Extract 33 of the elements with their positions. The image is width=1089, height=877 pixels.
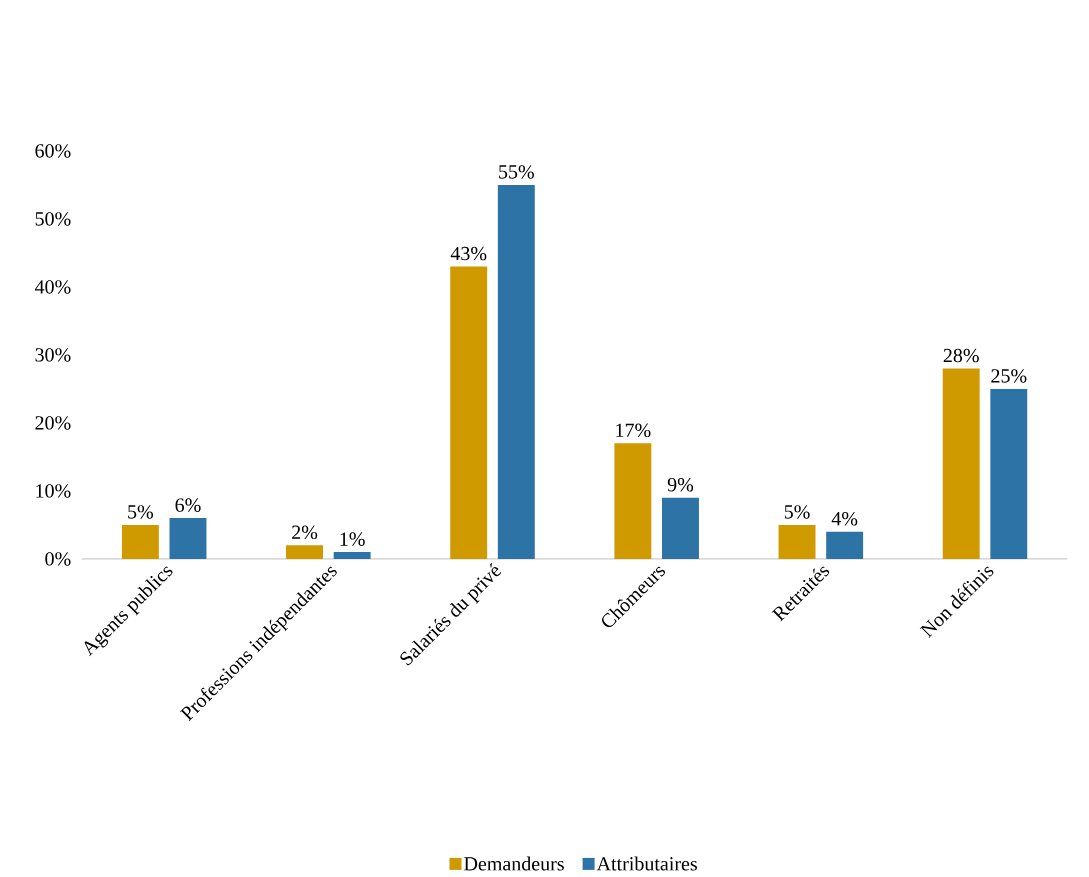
data-label: 2% xyxy=(292,525,318,539)
legend-label: Attributaires xyxy=(596,856,697,871)
data-label: 55% xyxy=(499,164,534,179)
data-label: 9% xyxy=(667,477,694,492)
data-label: 5% xyxy=(784,504,810,519)
y-tick-label: 20% xyxy=(35,415,71,430)
bar xyxy=(990,388,1028,559)
data-label: 25% xyxy=(991,368,1027,383)
data-label: 28% xyxy=(943,348,979,363)
bar xyxy=(942,368,980,559)
bar xyxy=(614,443,652,559)
data-label: 4% xyxy=(831,511,858,526)
data-label: 1% xyxy=(340,532,365,546)
bar xyxy=(333,551,371,559)
y-tick-label: 60% xyxy=(35,143,71,158)
y-tick-label: 0% xyxy=(45,551,71,566)
y-tick-label: 50% xyxy=(35,211,71,226)
bar xyxy=(450,266,488,559)
y-tick-label: 40% xyxy=(34,279,71,294)
bar xyxy=(286,545,323,559)
bar xyxy=(497,184,535,559)
data-label: 17% xyxy=(616,423,651,437)
bar xyxy=(778,524,816,559)
y-tick-label: 10% xyxy=(36,483,71,498)
legend-label: Demandeurs xyxy=(464,856,564,871)
bar xyxy=(662,497,699,559)
data-label: 43% xyxy=(450,246,487,261)
data-label: 6% xyxy=(175,498,201,512)
bar xyxy=(169,517,207,559)
y-tick-label: 30% xyxy=(35,347,71,362)
bar xyxy=(121,524,159,559)
data-label: 5% xyxy=(128,504,154,519)
bar xyxy=(826,531,864,559)
